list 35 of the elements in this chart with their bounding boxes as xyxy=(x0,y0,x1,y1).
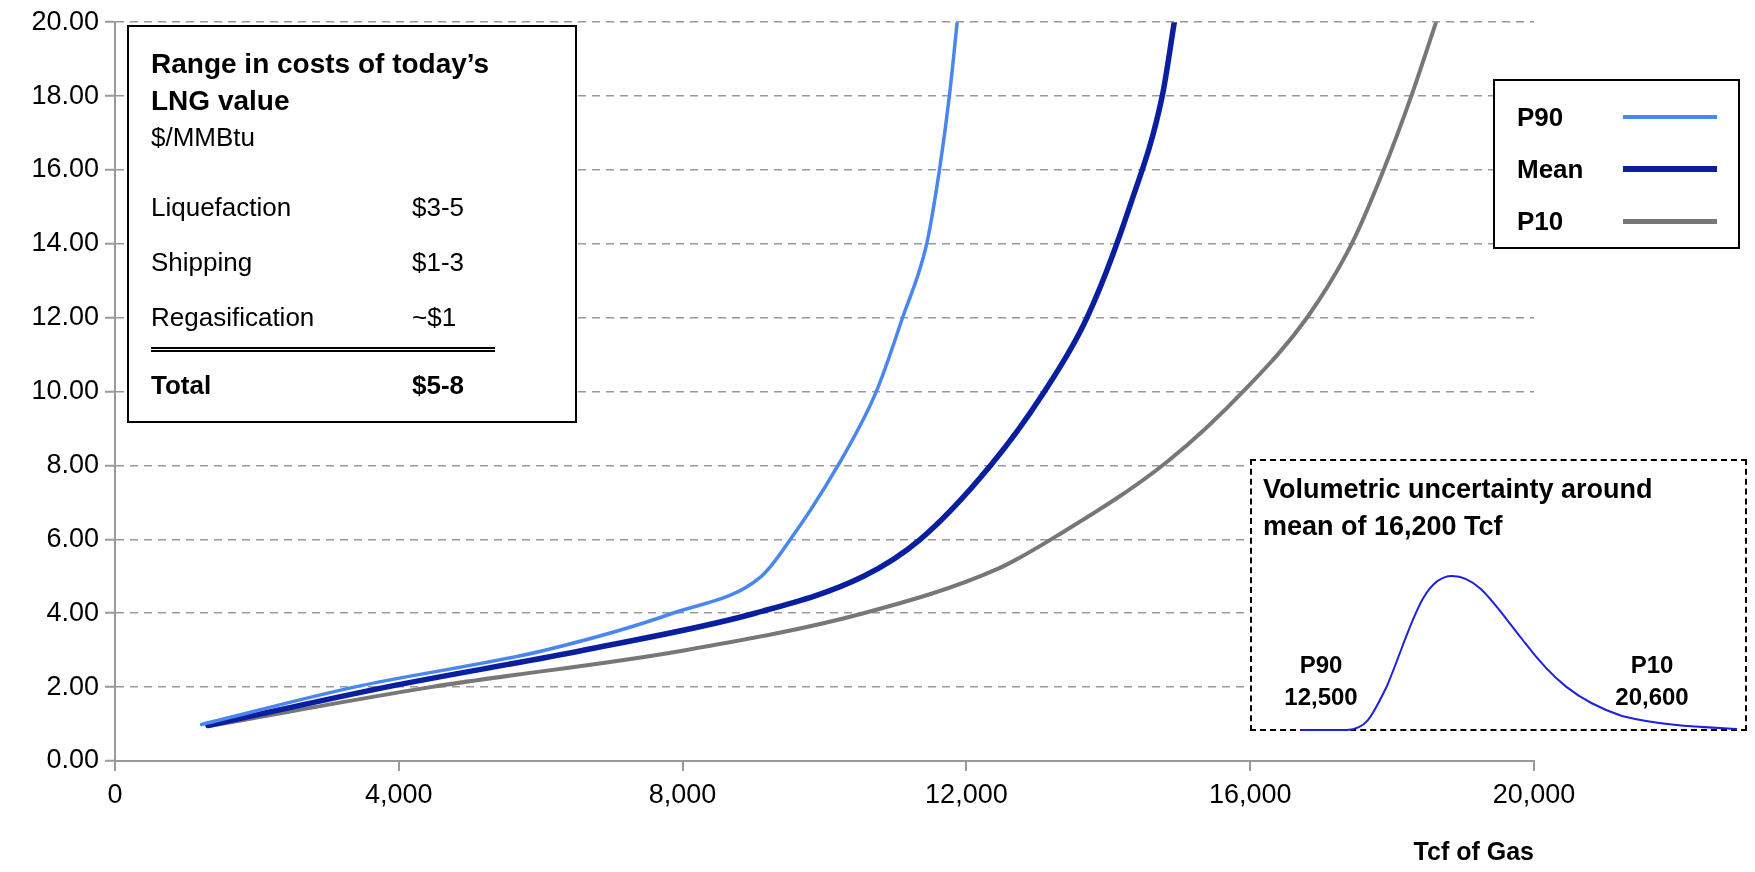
legend-label: P10 xyxy=(1517,205,1565,237)
y-tick-label: 14.00 xyxy=(31,227,99,258)
legend-label: Mean xyxy=(1517,153,1585,185)
annotation: Liquefaction xyxy=(151,192,293,223)
annotation: ~$1 xyxy=(412,302,457,333)
y-tick-label: 20.00 xyxy=(31,5,99,36)
y-tick-label: 10.00 xyxy=(31,375,99,406)
x-tick-label: 8,000 xyxy=(648,778,717,809)
annotation: Volumetric uncertainty around mean of 16,200 Tcf xyxy=(1263,473,1654,543)
x-axis-title: Tcf of Gas xyxy=(1413,836,1534,865)
annotation: $/MMBtu xyxy=(151,121,257,154)
uncertainty-inset-box: Volumetric uncertainty around mean of 16,200 Tcf P90 12,500 P10 20,600 xyxy=(1250,459,1747,731)
y-tick-label: 4.00 xyxy=(46,596,99,627)
annotation: P90 xyxy=(1298,650,1344,680)
annotation: Range in costs of today’s LNG value xyxy=(151,47,491,118)
legend-label: P90 xyxy=(1517,101,1565,133)
y-tick-label: 18.00 xyxy=(31,79,99,110)
y-tick-label: 16.00 xyxy=(31,153,99,184)
y-tick-label: 2.00 xyxy=(46,670,99,701)
y-tick-label: 8.00 xyxy=(46,448,99,479)
annotation: 12,500 xyxy=(1283,682,1359,712)
annotation: Total xyxy=(151,370,213,401)
x-tick-label: 12,000 xyxy=(925,778,1008,809)
annotation: Shipping xyxy=(151,247,254,278)
y-tick-label: 12.00 xyxy=(31,301,99,332)
annotation: $3-5 xyxy=(412,192,465,223)
annotation: $1-3 xyxy=(412,247,465,278)
y-tick-label: 0.00 xyxy=(46,744,99,775)
annotation: $5-8 xyxy=(412,370,465,401)
y-tick-label: 6.00 xyxy=(46,522,99,553)
x-tick-label: 4,000 xyxy=(365,778,433,809)
annotation: Regasification xyxy=(151,302,316,333)
x-tick-label: 20,000 xyxy=(1492,778,1576,809)
x-tick-label: 0 xyxy=(107,778,123,809)
x-tick-label: 16,000 xyxy=(1208,778,1292,809)
